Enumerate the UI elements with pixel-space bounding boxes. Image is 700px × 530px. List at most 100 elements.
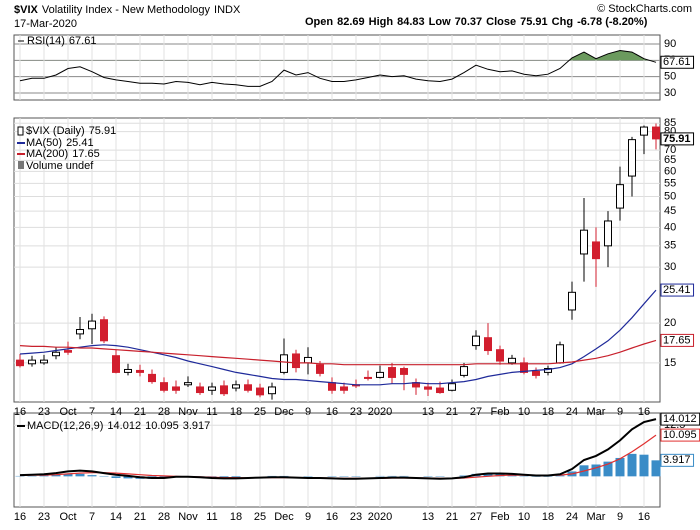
legend-value: 67.61 [69,35,97,47]
x-tick-label: 9 [305,511,311,523]
candle-body [172,386,180,391]
stat-value: 84.83 [397,16,425,28]
x-tick-label: 23 [350,406,362,418]
y-tick-label: 55 [664,177,676,189]
x-tick-label: 28 [158,406,170,418]
x-tick-label: 23 [38,511,50,523]
x-tick-label: 2020 [368,511,392,523]
x-tick-label: 18 [230,406,242,418]
x-tick-label: Feb [491,406,510,418]
candle-body [64,350,72,353]
y-tick-label: 65 [664,154,676,166]
legend-value: 25.41 [66,137,94,149]
x-tick-label: 16 [638,511,650,523]
x-tick-label: 21 [134,406,146,418]
x-tick-label: Feb [491,511,510,523]
histogram-bar [39,475,49,477]
x-tick-label: 14 [110,511,122,523]
y-tick-label: 20 [664,317,676,329]
x-tick-label: 16 [638,406,650,418]
x-tick-label: Oct [59,511,76,523]
candle-body [580,229,588,255]
candle-body [232,384,240,389]
candle-body [484,337,492,352]
stat-value: 82.69 [337,16,365,28]
x-tick-label: 10 [518,511,530,523]
x-tick-label: Nov [178,406,198,418]
stat-label: Close [486,16,516,28]
legend-label: MACD(12,26,9) [27,420,103,432]
candle-body [340,386,348,391]
instrument-name: Volatility Index - New Methodology [42,4,211,16]
x-tick-label: Nov [178,511,198,523]
candle-body [184,382,192,386]
candle-body [388,367,396,378]
x-tick-label: 16 [14,406,26,418]
x-tick-label: 24 [566,511,578,523]
x-tick-label: 25 [254,406,266,418]
candle-body [136,369,144,373]
legend-value: 14.012 [107,420,141,432]
x-tick-label: Dec [274,511,294,523]
candle-body [364,376,372,379]
y-tick-label: 85 [664,117,676,129]
value-badge [660,453,695,467]
layer: $VIX Volatility Index - New Methodology IN… [14,3,700,523]
histogram-bar [111,476,121,478]
legend-label: RSI(14) [27,35,65,47]
histogram-bar [75,473,85,477]
histogram-bar [87,475,97,477]
legend-value: 10.095 [145,420,179,432]
price-frame [13,117,661,403]
x-tick-label: Mar [587,511,606,523]
candle-body [112,355,120,373]
candle-body [256,387,264,396]
x-tick-label: 11 [206,406,217,418]
histogram-bar [507,475,517,477]
histogram-bar [63,473,73,477]
legend-label: MA(50) [26,137,62,149]
candle-body [532,370,540,376]
candle-body [328,382,336,391]
x-tick-label: 25 [254,511,266,523]
series-line [19,418,657,480]
candle-body [640,126,648,136]
stat-label: High [369,16,394,28]
candle-body [16,359,24,367]
candle-body [100,319,108,342]
candle-body [436,387,444,394]
series-line [19,339,657,366]
candle-body [220,385,228,395]
candle-body [268,386,276,395]
value-badge [660,55,695,69]
badge-label: 10.095 [663,429,697,441]
stat-value: -6.78 (-8.20%) [577,16,648,28]
y-tick-label: 50 [664,190,676,202]
badge-label: 25.41 [663,284,691,296]
candle-body [496,349,504,362]
candle-body [376,371,384,378]
y-tick-label: 30 [664,87,676,99]
histogram-bar [123,476,133,479]
legend-swatch [18,161,24,169]
x-tick-label: 21 [446,406,458,418]
candle-body [52,351,60,357]
stat-value: 70.37 [455,16,483,28]
stat-value: 75.91 [520,16,548,28]
x-tick-label: 28 [158,511,170,523]
candle-body [28,359,36,365]
exchange: INDX [214,4,241,16]
x-tick-label: 7 [89,511,95,523]
value-badge [660,333,695,347]
rsi-frame [13,34,661,101]
x-tick-label: 18 [542,406,554,418]
candle-body [88,320,96,330]
candle-body [604,220,612,247]
macd-frame [13,412,661,508]
candle-body [460,366,468,376]
candle-body [244,384,252,391]
histogram-bar [651,460,661,477]
x-tick-label: 9 [617,511,623,523]
x-tick-label: 14 [110,406,122,418]
badge-label: 14.012 [663,413,697,425]
